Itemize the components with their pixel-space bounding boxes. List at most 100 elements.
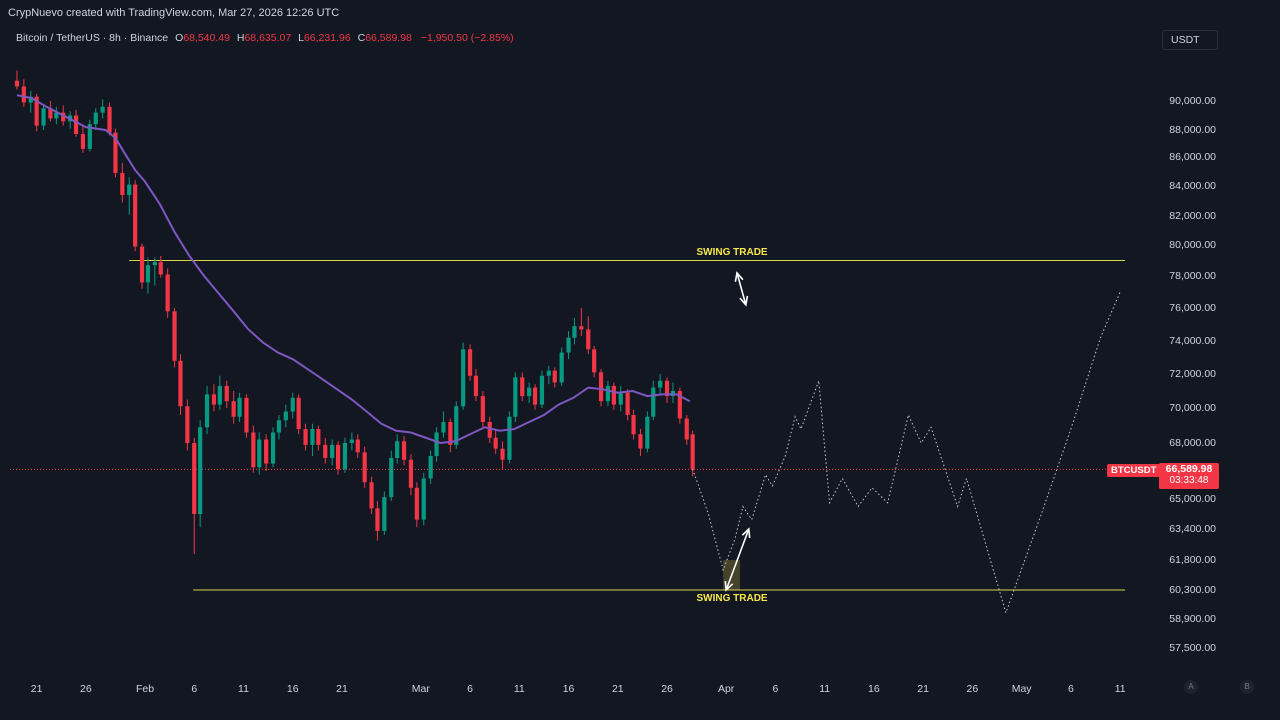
candle-body	[382, 497, 387, 531]
candle-body	[224, 385, 229, 402]
time-axis-label: 26	[661, 683, 673, 695]
time-axis-label: 16	[868, 683, 880, 695]
candle-body	[389, 457, 394, 498]
candle-body	[513, 377, 518, 417]
candle-body	[303, 429, 308, 445]
candle-body	[369, 482, 374, 509]
candle-body	[625, 392, 630, 415]
price-axis-label: 74,000.00	[1169, 335, 1216, 347]
price-axis-label: 70,000.00	[1169, 402, 1216, 414]
time-axis-label: 26	[966, 683, 979, 695]
symbol-price-tag: BTCUSDT	[1107, 464, 1161, 477]
candle-body	[139, 246, 145, 283]
candle-body	[257, 439, 262, 468]
candle-body	[204, 394, 210, 428]
candle-body	[592, 349, 597, 373]
candle-body	[467, 349, 473, 376]
candle-body	[618, 392, 623, 405]
candle-body	[362, 452, 367, 483]
time-axis-label: 6	[191, 683, 198, 695]
time-axis-label: Mar	[411, 683, 430, 695]
candle-body	[276, 420, 282, 433]
candle-body	[107, 106, 112, 133]
last-price-value: 66,589.98	[1165, 463, 1213, 475]
candle-body	[133, 184, 138, 247]
price-axis-label: 61,800.00	[1169, 554, 1216, 566]
bottom-toolbar	[0, 698, 1280, 720]
candle-body	[21, 86, 26, 103]
candle-body	[113, 132, 118, 173]
time-axis-label: 26	[80, 683, 92, 695]
time-axis-label: 21	[917, 683, 929, 695]
change-value: −1,950.50 (−2.85%)	[420, 32, 514, 44]
candle-body	[527, 387, 532, 397]
candle-body	[546, 370, 551, 376]
high-key: H	[236, 32, 245, 44]
candle-body	[283, 411, 288, 421]
candle-body	[316, 429, 321, 445]
candle-body	[454, 406, 459, 445]
candle-body	[100, 106, 105, 113]
candle-body	[611, 385, 616, 405]
candle-body	[310, 429, 315, 445]
price-axis-label: 78,000.00	[1169, 270, 1216, 282]
candle-body	[93, 112, 98, 125]
candle-body	[572, 326, 577, 338]
price-axis-label: 58,900.00	[1169, 613, 1216, 625]
candle-body	[480, 396, 485, 422]
candle-body	[408, 459, 414, 488]
candle-body	[80, 134, 86, 149]
candle-body	[244, 397, 249, 433]
arrow-head	[724, 580, 734, 592]
price-axis-label: 68,000.00	[1169, 437, 1216, 449]
candle-body	[441, 422, 446, 433]
candle-body	[41, 108, 46, 126]
candle-body	[335, 444, 341, 470]
moving-average-line	[16, 94, 691, 445]
swing-trade-upper-label: SWING TRADE	[696, 246, 768, 258]
candle-body	[198, 427, 203, 514]
candle-body	[493, 437, 498, 449]
candle-body	[539, 375, 545, 405]
currency-button[interactable]: USDT	[1162, 30, 1218, 50]
candle-body	[684, 418, 689, 440]
time-axis-label: 16	[562, 683, 575, 695]
time-axis-label: 11	[238, 683, 249, 695]
log-scale-button[interactable]: B	[1240, 680, 1254, 694]
candle-body	[605, 385, 611, 402]
candle-body	[645, 416, 650, 449]
arrow-head	[734, 271, 744, 282]
chart-pane[interactable]	[8, 26, 1264, 698]
price-axis-label: 57,500.00	[1169, 642, 1216, 654]
time-axis-label: 21	[30, 683, 43, 695]
candle-body	[434, 432, 439, 457]
symbol-legend[interactable]: Bitcoin / TetherUS · 8h · Binance O68,54…	[16, 32, 514, 44]
candle-body	[251, 432, 256, 468]
candle-body	[342, 443, 348, 470]
symbol-name[interactable]: Bitcoin / TetherUS · 8h · Binance	[16, 32, 169, 44]
candle-body	[500, 448, 505, 460]
candle-body	[355, 439, 360, 453]
low-value: 66,231.96	[303, 32, 351, 44]
chart-credit: CrypNuevo created with TradingView.com, …	[8, 7, 340, 19]
candle-body	[330, 444, 335, 458]
candle-body	[264, 439, 269, 464]
price-axis-label: 76,000.00	[1169, 302, 1216, 314]
candle-body	[507, 416, 512, 460]
last-price-badge: 66,589.98 03:33:48	[1159, 463, 1219, 489]
arrow-shaft	[736, 272, 747, 306]
candle-body	[651, 387, 656, 417]
price-axis-label: 90,000.00	[1169, 95, 1216, 107]
candle-body	[296, 397, 301, 429]
price-axis-label: 63,400.00	[1169, 523, 1216, 535]
price-axis-label: 65,000.00	[1169, 493, 1216, 505]
auto-scale-button[interactable]: A	[1184, 680, 1198, 694]
high-value: 68,635.07	[244, 32, 292, 44]
candle-body	[34, 96, 39, 126]
candle-body	[421, 478, 426, 520]
candle-body	[414, 487, 419, 520]
time-axis-label: Feb	[135, 683, 155, 695]
candle-body	[487, 422, 492, 438]
time-axis-label: 11	[513, 683, 525, 695]
